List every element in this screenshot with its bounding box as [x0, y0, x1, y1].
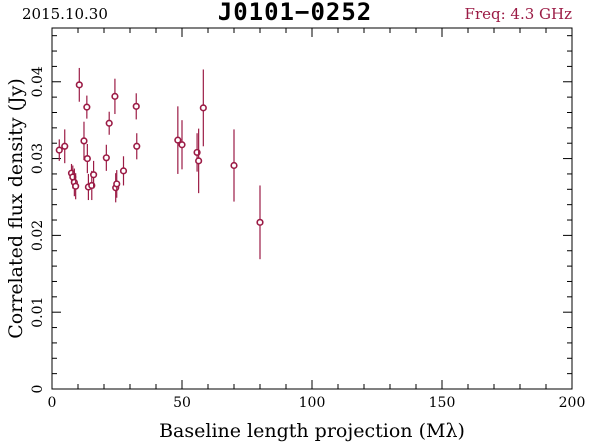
- observation-date: 2015.10.30: [22, 5, 108, 23]
- x-axis-title: Baseline length projection (Mλ): [159, 420, 465, 442]
- point-marker: [83, 103, 91, 111]
- data-point: [80, 121, 88, 161]
- point-marker: [72, 182, 80, 190]
- data-point: [132, 93, 140, 120]
- data-point: [105, 111, 113, 135]
- frequency-label: Freq: 4.3 GHz: [464, 5, 572, 23]
- data-point: [89, 160, 98, 189]
- data-point: [199, 69, 207, 147]
- data-point: [133, 133, 141, 160]
- point-marker: [102, 154, 110, 162]
- data-point: [113, 170, 121, 198]
- data-point: [174, 106, 182, 174]
- point-marker: [132, 102, 140, 110]
- y-axis-title: Correlated flux density (Jy): [5, 78, 27, 339]
- point-marker: [83, 154, 91, 163]
- data-point: [102, 144, 110, 171]
- plot-frame: [51, 27, 573, 390]
- data-point: [119, 156, 128, 186]
- data-point: [112, 173, 120, 203]
- x-tick-label: 200: [559, 395, 586, 411]
- point-marker: [174, 136, 182, 144]
- data-point: [55, 139, 63, 161]
- y-tick-label: 0.04: [30, 66, 46, 97]
- point-marker: [178, 141, 186, 149]
- axis-tick-labels: 0 50 100 150 200 0 0.01 0.02 0.03 0.04: [30, 66, 585, 411]
- point-marker: [133, 142, 141, 150]
- point-marker: [61, 142, 69, 150]
- point-marker: [75, 81, 83, 89]
- point-marker: [105, 119, 113, 127]
- data-point: [178, 120, 186, 170]
- y-tick-label: 0.03: [30, 143, 46, 174]
- point-marker: [111, 92, 119, 100]
- data-point: [111, 78, 119, 115]
- data-point: [61, 129, 69, 164]
- point-marker: [230, 161, 238, 170]
- data-point: [230, 129, 238, 202]
- x-tick-label: 150: [429, 395, 456, 411]
- data-point: [195, 128, 203, 194]
- x-tick-label: 100: [299, 395, 326, 411]
- data-point: [83, 143, 91, 174]
- point-marker: [256, 218, 264, 226]
- axis-ticks: [51, 28, 573, 390]
- point-marker: [89, 171, 98, 179]
- x-tick-label: 50: [173, 395, 191, 411]
- y-tick-label: 0: [30, 385, 46, 394]
- x-tick-label: 0: [48, 395, 57, 411]
- source-title: J0101−0252: [217, 0, 373, 26]
- data-points: [55, 67, 264, 260]
- data-point: [83, 95, 91, 119]
- data-point: [75, 67, 83, 102]
- data-point: [256, 185, 264, 260]
- y-tick-label: 0.01: [30, 297, 46, 328]
- y-tick-label: 0.02: [30, 220, 46, 251]
- point-marker: [55, 146, 63, 154]
- data-point: [72, 173, 80, 200]
- point-marker: [80, 137, 88, 145]
- point-marker: [199, 104, 207, 112]
- point-marker: [119, 167, 128, 175]
- point-marker: [195, 157, 203, 165]
- point-marker: [113, 180, 121, 188]
